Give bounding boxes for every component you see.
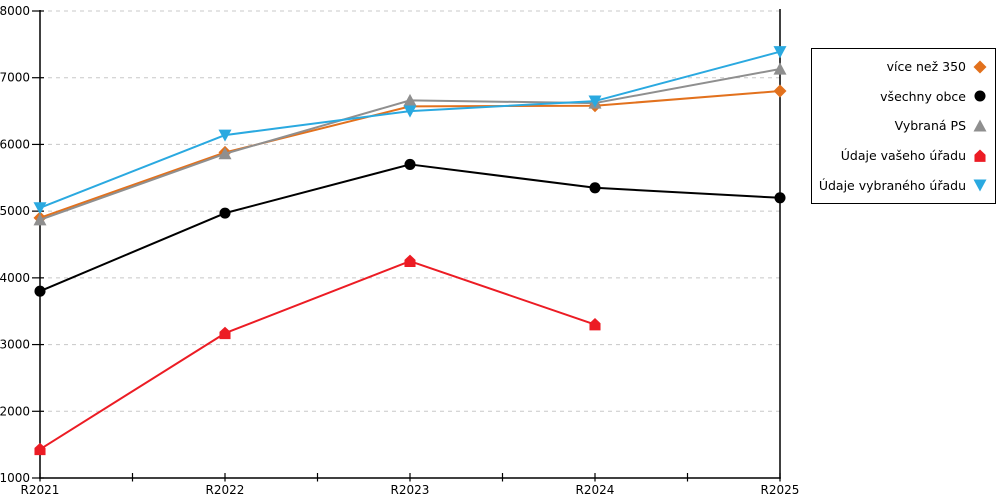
data-point-circle <box>774 192 786 204</box>
legend-item: Údaje vašeho úřadu <box>812 142 995 170</box>
data-point-triangle-down <box>588 95 602 108</box>
data-point-triangle-down <box>773 46 787 59</box>
x-tick-label: R2021 <box>21 483 60 497</box>
diamond-glyph <box>973 60 987 74</box>
triangle-down-glyph <box>973 179 987 192</box>
diamond-icon <box>973 60 987 74</box>
circle-icon <box>973 89 987 103</box>
data-point-house <box>589 318 601 331</box>
legend-marker-glyph <box>974 149 986 162</box>
data-point-triangle-up <box>218 147 232 160</box>
data-point-triangle-up <box>773 62 787 75</box>
legend-item: Údaje vybraného úřadu <box>812 171 995 199</box>
legend-item: více než 350 <box>812 53 995 81</box>
legend-label: Údaje vašeho úřadu <box>840 148 966 164</box>
y-tick-label: 5000 <box>0 204 30 218</box>
legend-item: všechny obce <box>812 82 995 110</box>
data-point-circle <box>219 207 231 219</box>
y-tick-label: 7000 <box>0 71 30 85</box>
legend-label: Vybraná PS <box>894 118 966 134</box>
house-icon <box>973 149 987 163</box>
data-point-circle <box>589 182 601 194</box>
data-point-house <box>219 326 231 340</box>
data-point-triangle-down <box>403 105 417 118</box>
data-point-triangle-up <box>33 213 47 226</box>
triangle-up-icon <box>973 119 987 133</box>
y-tick-label: 1000 <box>0 471 30 485</box>
legend-marker-glyph <box>973 179 987 192</box>
data-point-triangle-down <box>218 129 232 142</box>
data-point-circle <box>404 158 416 170</box>
triangle-down-icon <box>973 178 987 192</box>
series-line <box>39 163 781 293</box>
data-point-triangle-down <box>33 202 47 215</box>
triangle-up-glyph <box>973 119 987 132</box>
data-point-circle <box>34 285 46 297</box>
legend-marker-glyph <box>973 60 987 74</box>
legend-label: Údaje vybraného úřadu <box>818 177 966 193</box>
legend-label: všechny obce <box>880 88 966 104</box>
series-line <box>39 260 596 451</box>
data-point-house <box>34 442 46 456</box>
y-tick-label: 6000 <box>0 137 30 151</box>
house-glyph <box>974 149 986 162</box>
y-tick-label: 3000 <box>0 338 30 352</box>
x-tick-label: R2022 <box>206 483 245 497</box>
x-tick-label: R2025 <box>761 483 800 497</box>
legend-item: Vybraná PS <box>812 112 995 140</box>
data-point-house <box>404 254 416 268</box>
legend-marker-glyph <box>973 119 987 132</box>
legend-label: více než 350 <box>886 59 966 75</box>
x-tick-label: R2024 <box>576 483 615 497</box>
legend: více než 350 všechny obce Vybraná PS Úda… <box>811 48 996 204</box>
legend-marker-glyph <box>974 90 986 102</box>
data-point-triangle-up <box>403 93 417 106</box>
y-tick-label: 4000 <box>0 271 30 285</box>
data-point-diamond <box>773 84 787 98</box>
x-tick-label: R2023 <box>391 483 430 497</box>
y-tick-label: 2000 <box>0 404 30 418</box>
y-tick-label: 8000 <box>0 4 30 18</box>
series-line <box>39 50 781 209</box>
circle-glyph <box>974 90 986 102</box>
